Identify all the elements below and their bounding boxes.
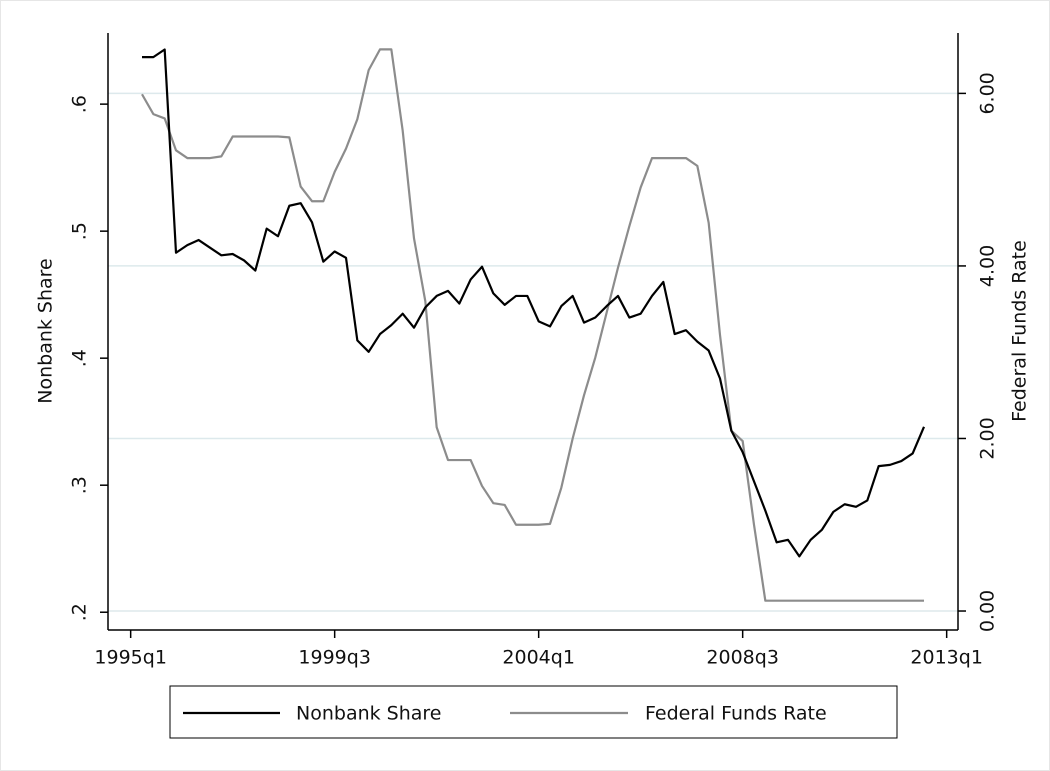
x-tick-label: 2013q1 — [910, 647, 983, 669]
y-tick-label: .6 — [69, 95, 91, 113]
legend-label: Nonbank Share — [296, 703, 442, 725]
y2-tick-label: 0.00 — [977, 590, 999, 632]
series-line — [142, 48, 926, 558]
x-tick-label: 2004q1 — [502, 647, 575, 669]
y2-tick-label: 4.00 — [977, 245, 999, 287]
y-tick-label: .3 — [69, 476, 91, 494]
y-tick-label: .2 — [69, 603, 91, 621]
x-tick-label: 2008q3 — [706, 647, 779, 669]
x-tick-label: 1995q1 — [94, 647, 167, 669]
y2-axis-title: Federal Funds Rate — [1009, 240, 1031, 422]
legend-label: Federal Funds Rate — [645, 703, 827, 725]
y-axis-title: Nonbank Share — [35, 258, 57, 404]
y2-tick-label: 6.00 — [977, 72, 999, 114]
y-tick-label: .4 — [69, 349, 91, 367]
x-tick-label: 1999q3 — [298, 647, 371, 669]
y2-tick-label: 2.00 — [977, 417, 999, 459]
y-tick-label: .5 — [69, 222, 91, 240]
series-line — [141, 48, 924, 602]
